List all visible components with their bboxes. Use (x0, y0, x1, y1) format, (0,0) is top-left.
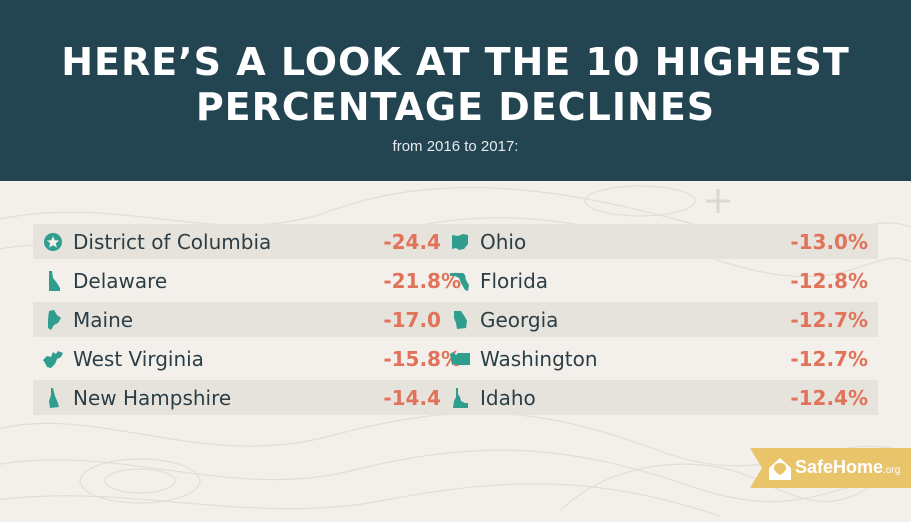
state-name: District of Columbia (73, 229, 272, 254)
state-name: Washington (480, 346, 598, 371)
list-item: Florida -12.8% (440, 263, 878, 298)
star-badge-icon (33, 224, 73, 259)
list-item: West Virginia -15.8% (33, 341, 471, 376)
list-item: Idaho -12.4% (440, 380, 878, 415)
right-column: Ohio -13.0% Florida -12.8% Georgia -12.7… (440, 224, 878, 419)
ohio-icon (440, 224, 480, 259)
decline-value: -12.4% (790, 385, 868, 410)
header-banner: HERE’S A LOOK AT THE 10 HIGHEST PERCENTA… (0, 0, 911, 181)
decline-value: -12.7% (790, 307, 868, 332)
state-name: Georgia (480, 307, 559, 332)
idaho-icon (440, 380, 480, 415)
state-name: Idaho (480, 385, 536, 410)
list-item: District of Columbia -24.4% (33, 224, 471, 259)
list-item: Delaware -21.8% (33, 263, 471, 298)
page-title: HERE’S A LOOK AT THE 10 HIGHEST PERCENTA… (0, 0, 911, 130)
state-name: West Virginia (73, 346, 204, 371)
florida-icon (440, 263, 480, 298)
west-virginia-icon (33, 341, 73, 376)
list-item: Washington -12.7% (440, 341, 878, 376)
safehome-logo: SafeHome.org (750, 448, 911, 488)
state-name: Ohio (480, 229, 527, 254)
new-hampshire-icon (33, 380, 73, 415)
georgia-icon (440, 302, 480, 337)
list-item: New Hampshire -14.4% (33, 380, 471, 415)
state-name: Delaware (73, 268, 168, 293)
delaware-icon (33, 263, 73, 298)
state-name: Maine (73, 307, 134, 332)
subtitle: from 2016 to 2017: (392, 138, 519, 155)
maine-icon (33, 302, 73, 337)
decline-value: -12.7% (790, 346, 868, 371)
left-column: District of Columbia -24.4% Delaware -21… (33, 224, 471, 419)
logo-text: SafeHome.org (795, 457, 901, 477)
decline-value: -15.8% (383, 346, 461, 371)
list-item: Ohio -13.0% (440, 224, 878, 259)
state-name: New Hampshire (73, 385, 232, 410)
decline-value: -21.8% (383, 268, 461, 293)
list-item: Georgia -12.7% (440, 302, 878, 337)
title-line-2: PERCENTAGE DECLINES (195, 85, 716, 129)
washington-icon (440, 341, 480, 376)
state-name: Florida (480, 268, 549, 293)
decline-value: -12.8% (790, 268, 868, 293)
title-line-1: HERE’S A LOOK AT THE 10 HIGHEST (61, 40, 850, 84)
decline-value: -13.0% (790, 229, 868, 254)
list-item: Maine -17.0% (33, 302, 471, 337)
